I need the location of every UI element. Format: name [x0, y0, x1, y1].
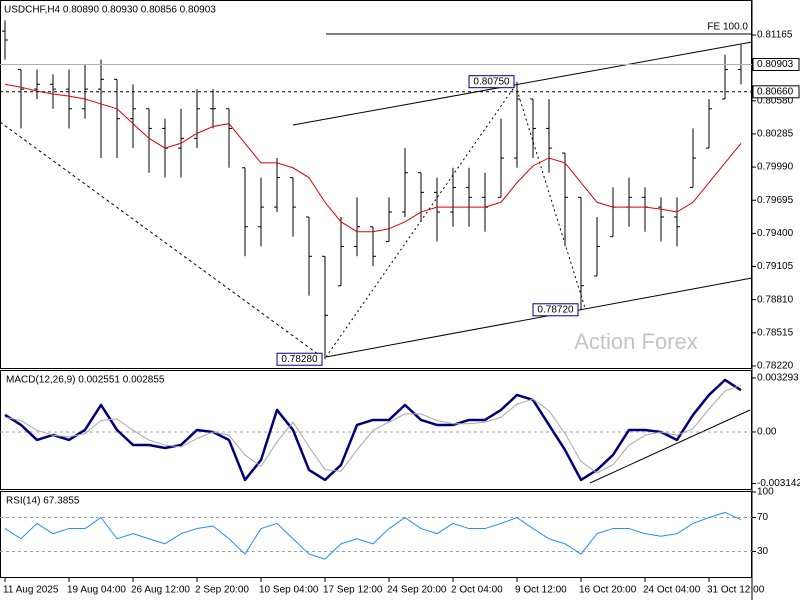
- y-tick-label: 0.80580: [757, 95, 794, 106]
- price-label-box: [532, 303, 579, 317]
- price-box-label: 0.80903: [757, 59, 794, 70]
- y-tick-label: 0.78220: [757, 361, 794, 372]
- channel-line: [325, 277, 753, 358]
- x-tick-label: 19 Aug 04:00: [67, 585, 126, 596]
- y-tick-label: 0.78515: [757, 327, 794, 338]
- x-tick-label: 2 Oct 04:00: [451, 585, 503, 596]
- price-box-label: 0.80660: [757, 86, 794, 97]
- x-tick-label: 9 Oct 12:00: [515, 585, 567, 596]
- y-tick-label: 0.79990: [757, 162, 794, 173]
- channel-line: [292, 41, 753, 126]
- x-tick-label: 16 Oct 20:00: [579, 585, 637, 596]
- trend-line: [516, 89, 586, 309]
- price-label: 0.80750: [473, 76, 510, 87]
- chart-title: USDCHF,H4 0.80890 0.80930 0.80856 0.8090…: [4, 5, 216, 16]
- series-line: [4, 511, 742, 560]
- series-line: [4, 378, 742, 482]
- watermark: Action Forex: [574, 329, 698, 354]
- price-label: 0.78280: [281, 354, 318, 365]
- y-tick-label: 0.79400: [757, 228, 794, 239]
- rsi-title: RSI(14) 67.3855: [6, 496, 80, 507]
- y-tick-label: -0.003142: [757, 478, 800, 489]
- series-line: [4, 384, 742, 474]
- y-tick-label: 70: [757, 512, 769, 523]
- x-tick-label: 24 Oct 04:00: [643, 585, 701, 596]
- price-box: [752, 85, 800, 99]
- x-tick-label: 17 Sep 12:00: [323, 585, 383, 596]
- y-tick-label: 0.003293: [757, 373, 799, 384]
- macd-trend-line: [589, 409, 751, 484]
- x-tick-label: 11 Aug 2025: [3, 585, 59, 596]
- fe-label: FE 100.0: [707, 22, 748, 33]
- x-tick-label: 2 Sep 20:00: [195, 585, 249, 596]
- macd-title: MACD(12,26,9) 0.002551 0.002855: [6, 375, 165, 386]
- x-tick-label: 26 Aug 12:00: [131, 585, 190, 596]
- y-tick-label: 0.00: [757, 427, 777, 438]
- y-tick-label: 0.78810: [757, 294, 794, 305]
- price-label: 0.78720: [537, 304, 574, 315]
- y-tick-label: 0.79105: [757, 261, 794, 272]
- y-tick-label: 0.81165: [757, 30, 793, 41]
- y-tick-label: 0.79695: [757, 195, 794, 206]
- moving-average: [4, 83, 742, 233]
- x-tick-label: 31 Oct 12:00: [707, 585, 765, 596]
- x-tick-label: 24 Sep 20:00: [387, 585, 447, 596]
- price-box: [752, 57, 800, 71]
- x-tick-label: 10 Sep 04:00: [259, 585, 319, 596]
- price-label-box: [276, 352, 323, 366]
- y-tick-label: 30: [757, 546, 769, 557]
- y-tick-label: 100: [757, 487, 774, 498]
- y-tick-label: 0.80285: [757, 129, 794, 140]
- trend-line: [0, 121, 323, 358]
- price-label-box: [468, 75, 515, 89]
